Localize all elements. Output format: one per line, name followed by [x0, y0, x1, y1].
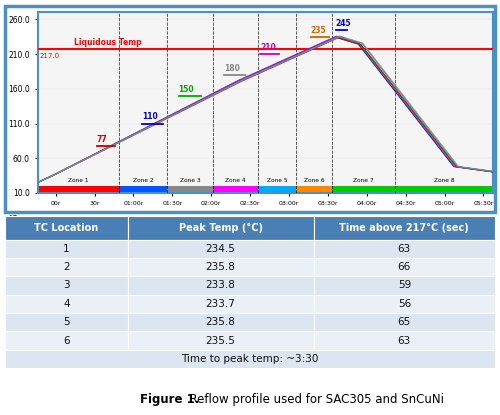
FancyBboxPatch shape — [5, 331, 128, 350]
FancyBboxPatch shape — [128, 216, 314, 239]
Text: 56: 56 — [398, 299, 411, 309]
FancyBboxPatch shape — [5, 350, 495, 368]
Text: 63: 63 — [398, 336, 411, 346]
Text: 235.5: 235.5 — [206, 336, 236, 346]
FancyBboxPatch shape — [5, 276, 128, 295]
Text: 217.0: 217.0 — [40, 53, 60, 59]
FancyBboxPatch shape — [314, 258, 495, 276]
Text: Peak Temp (°C): Peak Temp (°C) — [178, 222, 262, 233]
FancyBboxPatch shape — [5, 313, 128, 331]
FancyBboxPatch shape — [128, 258, 314, 276]
Text: 77: 77 — [96, 135, 108, 144]
Text: 180: 180 — [224, 64, 240, 73]
Text: Zone 2: Zone 2 — [132, 178, 154, 183]
Text: 63: 63 — [398, 244, 411, 254]
FancyBboxPatch shape — [314, 216, 495, 239]
FancyBboxPatch shape — [128, 276, 314, 295]
Text: 59: 59 — [398, 281, 411, 290]
FancyBboxPatch shape — [314, 239, 495, 258]
Text: Figure 1.: Figure 1. — [140, 393, 200, 405]
Text: Zone 6: Zone 6 — [304, 178, 324, 183]
FancyBboxPatch shape — [5, 216, 128, 239]
FancyBboxPatch shape — [314, 313, 495, 331]
Text: Reflow profile used for SAC305 and SnCuNi: Reflow profile used for SAC305 and SnCuN… — [182, 393, 444, 405]
FancyBboxPatch shape — [314, 276, 495, 295]
FancyBboxPatch shape — [128, 239, 314, 258]
FancyBboxPatch shape — [128, 295, 314, 313]
Text: 65: 65 — [398, 317, 411, 327]
Text: 234.5: 234.5 — [206, 244, 236, 254]
Text: 235.8: 235.8 — [206, 262, 236, 272]
Text: Zone 1: Zone 1 — [68, 178, 88, 183]
Text: 4: 4 — [63, 299, 70, 309]
Text: Zone 8: Zone 8 — [434, 178, 454, 183]
Text: 1: 1 — [63, 244, 70, 254]
Text: 110: 110 — [142, 112, 158, 122]
Text: 3: 3 — [63, 281, 70, 290]
Text: 235.8: 235.8 — [206, 317, 236, 327]
FancyBboxPatch shape — [314, 331, 495, 350]
FancyBboxPatch shape — [5, 239, 128, 258]
Text: Liquidous Temp: Liquidous Temp — [74, 38, 142, 47]
Text: 150: 150 — [178, 85, 194, 94]
FancyBboxPatch shape — [128, 313, 314, 331]
Text: TC Location: TC Location — [34, 223, 98, 233]
FancyBboxPatch shape — [314, 295, 495, 313]
Text: 2: 2 — [63, 262, 70, 272]
Text: 210: 210 — [260, 43, 276, 52]
Text: 233.8: 233.8 — [206, 281, 236, 290]
Text: 233.7: 233.7 — [206, 299, 236, 309]
Text: 245: 245 — [336, 19, 351, 28]
Text: Zone 3: Zone 3 — [180, 178, 200, 183]
Text: 66: 66 — [398, 262, 411, 272]
FancyBboxPatch shape — [128, 331, 314, 350]
FancyBboxPatch shape — [5, 258, 128, 276]
Text: 235: 235 — [310, 26, 326, 35]
Text: °C: °C — [8, 215, 17, 224]
Text: 6: 6 — [63, 336, 70, 346]
Text: Time above 217°C (sec): Time above 217°C (sec) — [340, 222, 469, 233]
Text: Time to peak temp: ~3:30: Time to peak temp: ~3:30 — [182, 354, 318, 364]
FancyBboxPatch shape — [5, 295, 128, 313]
Text: Zone 5: Zone 5 — [267, 178, 287, 183]
Text: 5: 5 — [63, 317, 70, 327]
Text: Zone 4: Zone 4 — [225, 178, 246, 183]
Text: Zone 7: Zone 7 — [354, 178, 374, 183]
